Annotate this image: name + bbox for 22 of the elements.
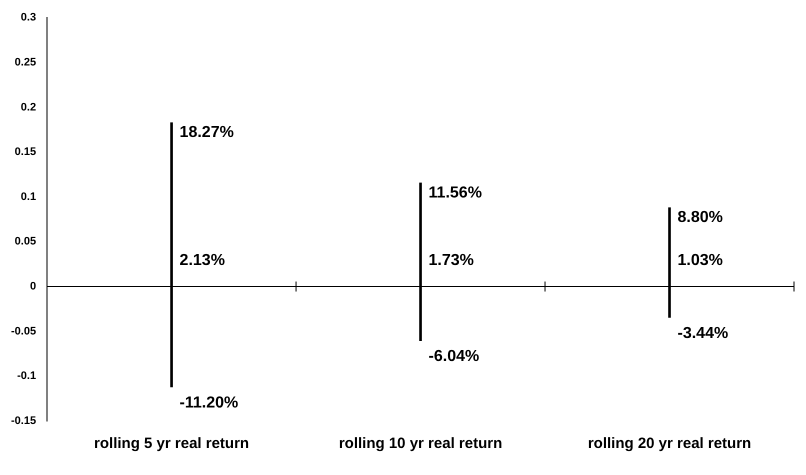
y-tick-label: 0.1 xyxy=(20,190,36,203)
annotation: 11.56% xyxy=(428,184,482,202)
y-tick-label: 0 xyxy=(30,280,36,293)
annotation: 1.03% xyxy=(678,252,723,269)
y-tick-label: -0.15 xyxy=(10,415,36,428)
y-tick-label: 0.3 xyxy=(20,12,36,24)
annotation: -3.44% xyxy=(678,324,728,342)
y-tick-label: 0.25 xyxy=(14,56,36,68)
annotation: 1.73% xyxy=(428,252,474,269)
y-tick-label: 0.05 xyxy=(14,236,36,248)
y-tick-label: 0.15 xyxy=(14,146,36,158)
y-tick-label: 0.2 xyxy=(20,101,36,114)
x-tick-label: rolling 20 yr real return xyxy=(588,435,752,452)
x-tick-label: rolling 5 yr real return xyxy=(94,435,250,452)
x-tick-label: rolling 10 yr real return xyxy=(338,435,502,452)
y-tick-label: -0.1 xyxy=(17,370,36,382)
annotation: 2.13% xyxy=(180,252,225,269)
annotation: 8.80% xyxy=(678,209,723,226)
annotation: -6.04% xyxy=(428,348,480,366)
annotation: -11.20% xyxy=(180,394,238,412)
annotation: 18.27% xyxy=(180,124,234,142)
y-tick-label: -0.05 xyxy=(10,325,36,338)
